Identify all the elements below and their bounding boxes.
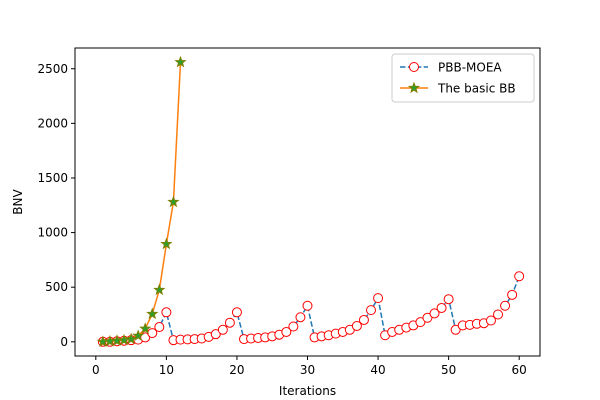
data-point bbox=[281, 326, 292, 337]
data-point bbox=[288, 321, 299, 332]
data-point bbox=[443, 294, 454, 305]
legend-marker-pbb-moea bbox=[409, 62, 419, 72]
data-point bbox=[429, 308, 440, 319]
data-point bbox=[358, 314, 369, 325]
x-tick-label: 50 bbox=[441, 363, 456, 377]
y-tick-label: 0 bbox=[60, 335, 68, 349]
data-point bbox=[160, 237, 173, 250]
x-tick-label: 60 bbox=[512, 363, 527, 377]
y-tick-label: 1500 bbox=[37, 171, 68, 185]
data-point bbox=[161, 307, 172, 318]
x-axis: 0 10 20 30 40 50 60 bbox=[92, 356, 527, 377]
data-point bbox=[500, 300, 511, 311]
series-line bbox=[102, 276, 520, 343]
data-point bbox=[295, 312, 306, 323]
y-tick-label: 1000 bbox=[37, 226, 68, 240]
x-tick-label: 0 bbox=[92, 363, 100, 377]
data-point bbox=[154, 322, 165, 333]
data-point bbox=[124, 332, 138, 345]
data-point bbox=[485, 315, 496, 326]
y-tick-label: 500 bbox=[45, 280, 68, 294]
x-tick-label: 40 bbox=[370, 363, 385, 377]
y-tick-label: 2500 bbox=[37, 62, 68, 76]
legend-marker-basic-bb bbox=[407, 81, 421, 94]
y-axis: 0 500 1000 1500 2000 2500 bbox=[37, 62, 75, 349]
data-point bbox=[514, 271, 525, 282]
data-point bbox=[351, 320, 362, 331]
legend: PBB-MOEA The basic BB bbox=[391, 53, 535, 103]
legend-box bbox=[391, 53, 535, 103]
legend-label-basic-bb: The basic BB bbox=[437, 82, 516, 96]
data-point bbox=[366, 305, 377, 316]
x-tick-label: 10 bbox=[159, 363, 174, 377]
data-point bbox=[146, 307, 159, 320]
series-1 bbox=[96, 55, 187, 348]
data-point bbox=[217, 324, 228, 335]
legend-entry-basic-bb: The basic BB bbox=[400, 82, 516, 96]
data-point bbox=[436, 302, 447, 313]
data-point bbox=[415, 317, 426, 328]
data-point bbox=[153, 283, 166, 296]
x-axis-label: Iterations bbox=[279, 384, 336, 398]
data-point bbox=[174, 55, 187, 68]
data-point bbox=[302, 300, 313, 311]
legend-label-pbb-moea: PBB-MOEA bbox=[438, 61, 502, 75]
data-point bbox=[450, 324, 461, 335]
data-point bbox=[507, 289, 518, 300]
data-point bbox=[224, 317, 235, 328]
data-point bbox=[139, 322, 152, 334]
data-point bbox=[231, 307, 242, 318]
data-point bbox=[422, 312, 433, 323]
data-point bbox=[132, 329, 145, 341]
data-point bbox=[210, 329, 221, 340]
series-layer bbox=[96, 55, 525, 348]
x-tick-label: 30 bbox=[300, 363, 315, 377]
data-point bbox=[493, 309, 504, 320]
data-point bbox=[373, 293, 384, 304]
data-point bbox=[167, 195, 180, 208]
y-axis-label: BNV bbox=[11, 189, 25, 215]
x-tick-label: 20 bbox=[229, 363, 244, 377]
legend-entry-pbb-moea: PBB-MOEA bbox=[400, 61, 502, 75]
y-tick-label: 2000 bbox=[37, 116, 68, 130]
